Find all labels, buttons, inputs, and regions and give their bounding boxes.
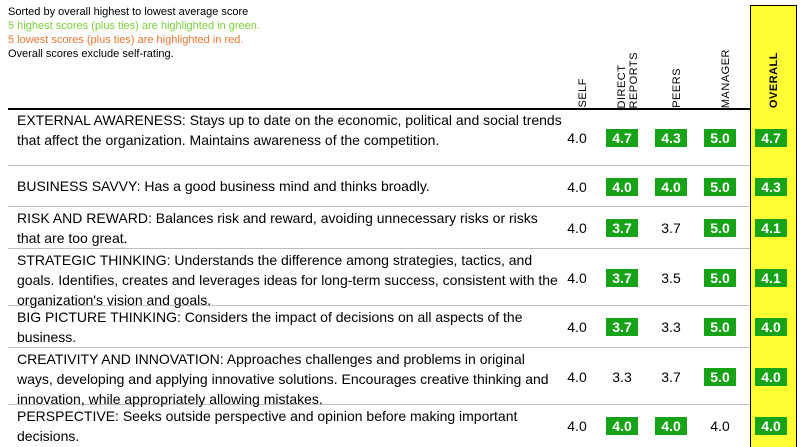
competency-title: RISK AND REWARD: <box>17 210 156 226</box>
competency-description: EXTERNAL AWARENESS: Stays up to date on … <box>17 110 562 150</box>
score-manager: 5.0 <box>704 269 736 287</box>
competency-description: CREATIVITY AND INNOVATION: Approaches ch… <box>17 349 562 409</box>
score-direct: 3.7 <box>606 318 638 336</box>
score-manager: 5.0 <box>704 368 736 386</box>
competency-detail: Balances risk and reward, avoiding unnec… <box>17 210 538 246</box>
competency-description: PERSPECTIVE: Seeks outside perspective a… <box>17 406 562 446</box>
score-peers: 3.3 <box>661 319 681 335</box>
score-overall: 4.0 <box>755 368 787 386</box>
table-row: BUSINESS SAVVY: Has a good business mind… <box>8 166 787 207</box>
score-peers: 3.7 <box>661 220 681 236</box>
column-header-self: SELF <box>577 78 589 108</box>
score-self: 4.0 <box>567 220 587 236</box>
column-header-manager: MANAGER <box>720 48 732 108</box>
score-self: 4.0 <box>567 130 587 146</box>
score-self: 4.0 <box>567 369 587 385</box>
competency-title: STRATEGIC THINKING: <box>17 252 175 268</box>
table-row: CREATIVITY AND INNOVATION: Approaches ch… <box>8 348 787 407</box>
competency-title: CREATIVITY AND INNOVATION: <box>17 351 227 367</box>
sort-note: Sorted by overall highest to lowest aver… <box>8 6 249 18</box>
exclude-note: Overall scores exclude self-rating. <box>8 48 174 60</box>
score-self: 4.0 <box>567 418 587 434</box>
score-direct: 3.7 <box>606 219 638 237</box>
header-rule <box>8 108 750 110</box>
competency-title: PERSPECTIVE: <box>17 408 123 424</box>
score-overall: 4.0 <box>755 417 787 435</box>
competency-description: STRATEGIC THINKING: Understands the diff… <box>17 250 562 310</box>
competency-detail: Has a good business mind and thinks broa… <box>144 178 430 194</box>
score-peers: 4.0 <box>655 178 687 196</box>
score-self: 4.0 <box>567 179 587 195</box>
competency-detail: Stays up to date on the economic, politi… <box>17 112 562 148</box>
competency-title: BUSINESS SAVVY: <box>17 178 145 194</box>
score-self: 4.0 <box>567 270 587 286</box>
competency-description: BUSINESS SAVVY: Has a good business mind… <box>17 176 562 196</box>
score-peers: 4.0 <box>655 417 687 435</box>
score-direct: 4.0 <box>606 178 638 196</box>
competency-title: EXTERNAL AWARENESS: <box>17 112 190 128</box>
score-direct: 3.3 <box>612 369 632 385</box>
score-peers: 3.5 <box>661 270 681 286</box>
competency-detail: Understands the difference among strateg… <box>17 252 558 308</box>
score-direct: 4.7 <box>606 129 638 147</box>
competency-title: BIG PICTURE THINKING: <box>17 309 185 325</box>
competency-detail: Approaches challenges and problems in or… <box>17 351 549 407</box>
score-peers: 3.7 <box>661 369 681 385</box>
score-overall: 4.0 <box>755 318 787 336</box>
table-row: RISK AND REWARD: Balances risk and rewar… <box>8 207 787 249</box>
lowest-note: 5 lowest scores (plus ties) are highligh… <box>8 34 244 46</box>
score-manager: 5.0 <box>704 129 736 147</box>
score-overall: 4.1 <box>755 219 787 237</box>
column-header-direct-reports: DIRECT REPORTS <box>616 51 640 108</box>
score-overall: 4.7 <box>755 129 787 147</box>
score-manager: 4.0 <box>710 418 730 434</box>
score-self: 4.0 <box>567 319 587 335</box>
highest-note: 5 highest scores (plus ties) are highlig… <box>8 20 260 32</box>
column-header-overall: OVERALL <box>768 51 780 108</box>
score-manager: 5.0 <box>704 219 736 237</box>
competency-description: BIG PICTURE THINKING: Considers the impa… <box>17 307 562 347</box>
table-row: PERSPECTIVE: Seeks outside perspective a… <box>8 405 787 447</box>
score-manager: 5.0 <box>704 318 736 336</box>
table-row: BIG PICTURE THINKING: Considers the impa… <box>8 306 787 348</box>
score-overall: 4.1 <box>755 269 787 287</box>
competency-description: RISK AND REWARD: Balances risk and rewar… <box>17 208 562 248</box>
score-manager: 5.0 <box>704 178 736 196</box>
legend-notes: Sorted by overall highest to lowest aver… <box>8 5 260 61</box>
competency-detail: Seeks outside perspective and opinion be… <box>17 408 518 444</box>
score-overall: 4.3 <box>755 178 787 196</box>
score-peers: 4.3 <box>655 129 687 147</box>
column-header-peers: PEERS <box>671 68 683 108</box>
competency-detail: Considers the impact of decisions on all… <box>17 309 523 345</box>
table-row: EXTERNAL AWARENESS: Stays up to date on … <box>8 109 787 166</box>
score-direct: 4.0 <box>606 417 638 435</box>
table-row: STRATEGIC THINKING: Understands the diff… <box>8 249 787 308</box>
score-direct: 3.7 <box>606 269 638 287</box>
